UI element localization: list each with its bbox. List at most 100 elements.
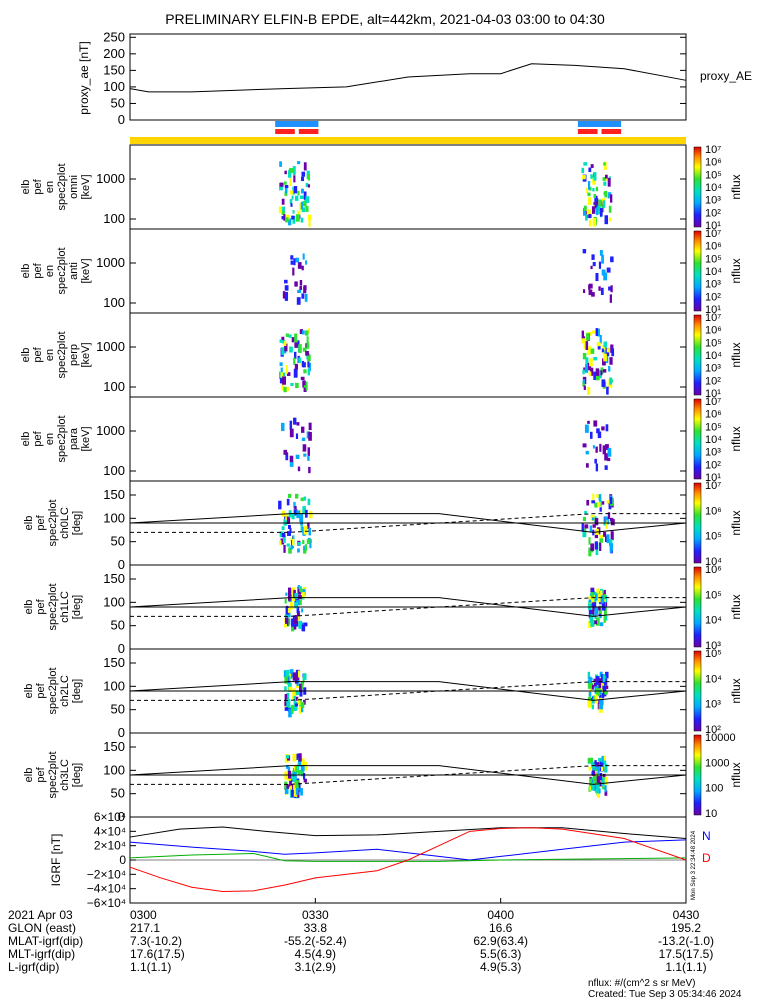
- spectrogram-cell: [293, 501, 296, 509]
- spectrogram-cell: [596, 783, 600, 790]
- spectrogram-cell: [295, 257, 300, 263]
- spectrogram-cell: [289, 602, 293, 610]
- spectrogram-cell: [283, 449, 288, 455]
- spectrogram-cell: [607, 448, 612, 457]
- spectrogram-cell: [582, 352, 587, 360]
- spectrogram-cell: [295, 669, 300, 676]
- spectrogram-cell: [604, 776, 608, 785]
- spectrogram-cell: [304, 544, 307, 552]
- spectrogram-cell: [592, 177, 596, 185]
- spectrogram-cell: [587, 757, 592, 763]
- science-zone-bar: [298, 129, 319, 134]
- spectrogram-cell: [595, 368, 600, 376]
- spectrogram-cell: [301, 265, 304, 271]
- spectrogram-cell: [591, 254, 595, 260]
- table-cell: -13.2(-1.0): [658, 934, 714, 948]
- proxy-ae-line: [129, 63, 687, 93]
- spectrogram-cell: [583, 385, 586, 391]
- spectrogram-cell: [302, 444, 307, 452]
- table-cell: 0300: [130, 908, 157, 922]
- spectrogram-cell: [585, 341, 589, 351]
- igrf-series-|B|: [129, 826, 687, 839]
- colorbar-tick-label: 10⁵: [705, 648, 722, 660]
- colorbar-tick-label: 10²: [705, 291, 721, 303]
- spectrogram-cell: [288, 524, 291, 529]
- spectrogram-cell: [594, 208, 597, 213]
- spectrogram-cell: [281, 422, 285, 431]
- spectrogram-cell: [590, 757, 594, 765]
- spectrogram-cell: [307, 368, 310, 376]
- spectrogram-cell: [588, 345, 591, 354]
- spectrogram-cell: [303, 286, 307, 294]
- spectrogram-cell: [292, 688, 296, 698]
- spectrogram-cell: [282, 291, 286, 299]
- spectrogram-cell: [299, 286, 303, 291]
- panel-ylabel: elb: [20, 264, 32, 279]
- spectrogram-cell: [305, 196, 310, 203]
- spectrogram-cell: [297, 210, 301, 216]
- spectrogram-cell: [600, 764, 604, 772]
- spectrogram-cell: [296, 691, 300, 695]
- spectrogram-cell: [288, 547, 292, 554]
- spectrogram-cell: [285, 669, 290, 677]
- y-tick-label: −6×10⁴: [87, 896, 126, 910]
- spectrogram-cell: [299, 203, 302, 211]
- table-cell: 4.9(5.3): [480, 960, 521, 974]
- spectrogram-cell: [595, 548, 599, 556]
- table-cell: 17.5(17.5): [659, 947, 714, 961]
- spectrogram-cell: [293, 783, 296, 790]
- spectrogram-cell: [595, 446, 598, 453]
- spectrogram-cell: [592, 188, 595, 192]
- spectrogram-cell: [287, 531, 291, 536]
- spectrogram-cell: [279, 339, 282, 343]
- spectrogram-cell: [599, 208, 603, 217]
- spectrogram-cell: [298, 344, 302, 353]
- colorbar-tick-label: 10⁷: [705, 312, 721, 324]
- table-cell: 1.1(1.1): [130, 960, 171, 974]
- anti-loss-cone-line: [130, 681, 686, 701]
- table-cell: 0330: [302, 908, 329, 922]
- spectrogram-cell: [285, 514, 289, 521]
- spectrogram-cell: [585, 463, 589, 468]
- panel-ylabel: elb: [20, 432, 32, 447]
- spectrogram-cell: [301, 293, 305, 299]
- spectrogram-cell: [601, 379, 606, 387]
- spectrogram-cell: [292, 695, 295, 700]
- spectrogram-cell: [301, 526, 306, 534]
- colorbar-tick-label: 10²: [705, 724, 721, 736]
- colorbar-tick-label: 10⁵: [705, 421, 722, 433]
- spectrogram-cell: [307, 174, 311, 181]
- y-tick-label: −2×10⁴: [87, 867, 126, 881]
- colorbar-tick-label: 10¹: [705, 304, 721, 316]
- y-tick-label: 100: [103, 594, 125, 609]
- colorbar: [693, 734, 702, 816]
- spectrogram-cell: [601, 755, 605, 765]
- spectrogram-cell: [603, 606, 607, 616]
- spectrogram-cell: [284, 707, 289, 711]
- spectrogram-cell: [303, 699, 306, 705]
- y-tick-label: 100: [103, 463, 125, 478]
- table-row-label: 2021 Apr 03: [8, 908, 73, 922]
- colorbar: [693, 650, 702, 732]
- spectrogram-cell: [281, 216, 285, 220]
- spectrogram-cell: [588, 620, 591, 628]
- spectrogram-cell: [592, 261, 596, 267]
- colorbar-tick-label: 10000: [705, 732, 736, 744]
- spectrogram-cell: [286, 516, 291, 525]
- spectrogram-cell: [591, 782, 595, 791]
- spectrogram-cell: [604, 785, 607, 793]
- spectrogram-cell: [595, 762, 600, 767]
- spectrogram-cell: [280, 367, 283, 373]
- spectrogram-cell: [598, 286, 601, 291]
- panel-elb_pef_spec2plot_ch2LC: 0 50 100 150 elb pef spec2plot ch2LC [deg] 10² 10³…: [23, 648, 743, 740]
- spectrogram-cell: [603, 341, 608, 348]
- colorbar-tick-label: 10⁴: [705, 615, 722, 627]
- spectrogram-cell: [302, 380, 306, 388]
- colorbar-tick-label: 10⁵: [705, 253, 722, 265]
- spectrogram-cell: [608, 205, 612, 213]
- sunlight-bar: [130, 137, 686, 144]
- panel-ylabel: perp: [68, 344, 80, 366]
- colorbar-tick-label: 10¹: [705, 472, 721, 484]
